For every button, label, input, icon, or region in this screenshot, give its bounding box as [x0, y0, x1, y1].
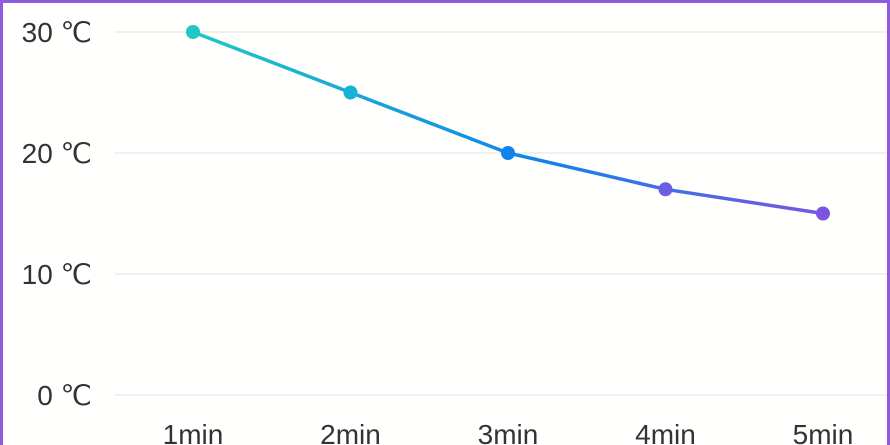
x-tick-label: 2min [320, 419, 381, 445]
y-tick-label: 0 ℃ [37, 380, 92, 411]
y-axis-labels: 0 ℃ 10 ℃ 20 ℃ 30 ℃ [22, 17, 92, 411]
data-point [343, 85, 358, 100]
y-tick-label: 10 ℃ [22, 259, 92, 290]
y-tick-label: 20 ℃ [22, 138, 92, 169]
x-tick-label: 4min [635, 419, 696, 445]
temperature-series-line [191, 30, 825, 216]
data-point [658, 182, 673, 197]
x-tick-label: 1min [163, 419, 224, 445]
grid-lines [115, 31, 887, 396]
data-point [186, 25, 200, 39]
data-point [501, 146, 515, 160]
x-tick-label: 3min [478, 419, 539, 445]
x-axis-labels: 1min 2min 3min 4min 5min [163, 419, 854, 445]
data-point [816, 206, 830, 221]
x-tick-label: 5min [793, 419, 854, 445]
temperature-data-points [186, 25, 830, 221]
temperature-line-chart: 0 ℃ 10 ℃ 20 ℃ 30 ℃ 1min 2min 3min 4min 5min [22, 17, 887, 445]
y-tick-label: 30 ℃ [22, 17, 92, 48]
